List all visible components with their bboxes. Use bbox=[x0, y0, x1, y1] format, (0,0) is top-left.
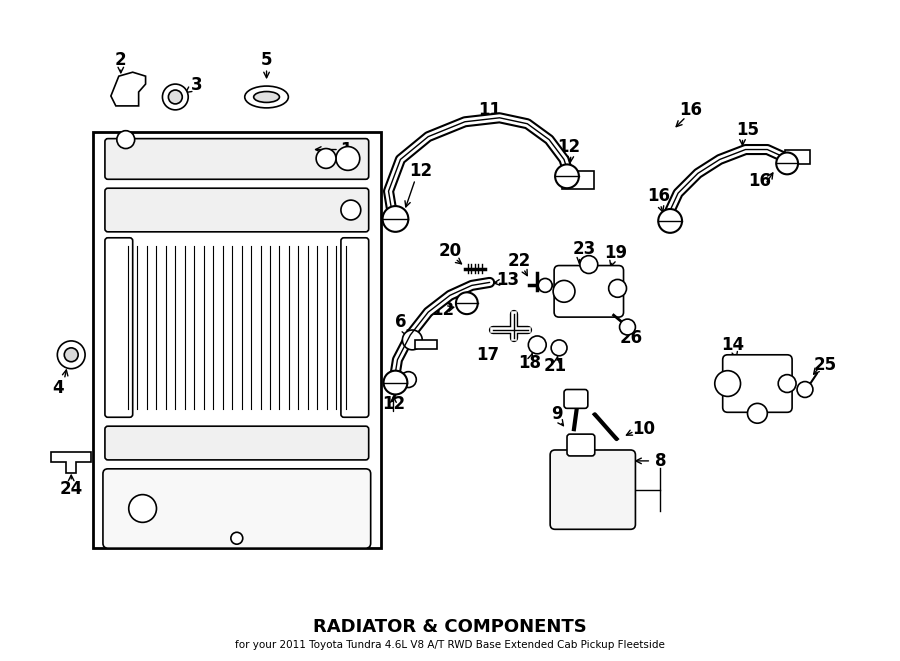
Circle shape bbox=[58, 341, 86, 369]
Text: 21: 21 bbox=[544, 357, 567, 375]
FancyBboxPatch shape bbox=[554, 266, 624, 317]
Circle shape bbox=[168, 90, 183, 104]
FancyBboxPatch shape bbox=[723, 355, 792, 412]
Text: 3: 3 bbox=[192, 76, 203, 94]
Text: 16: 16 bbox=[748, 173, 771, 190]
FancyBboxPatch shape bbox=[105, 139, 369, 179]
Circle shape bbox=[551, 340, 567, 356]
Circle shape bbox=[400, 371, 417, 387]
Text: 25: 25 bbox=[814, 356, 836, 373]
Text: 17: 17 bbox=[476, 346, 500, 364]
Text: 26: 26 bbox=[620, 329, 643, 347]
Text: 13: 13 bbox=[496, 272, 519, 290]
Circle shape bbox=[382, 206, 409, 232]
Circle shape bbox=[580, 256, 598, 274]
Text: 15: 15 bbox=[736, 121, 759, 139]
Circle shape bbox=[748, 403, 768, 423]
Bar bbox=[415, 340, 437, 349]
Text: RADIATOR & COMPONENTS: RADIATOR & COMPONENTS bbox=[313, 619, 587, 637]
Circle shape bbox=[776, 153, 798, 175]
Circle shape bbox=[336, 147, 360, 171]
Ellipse shape bbox=[254, 91, 279, 102]
Circle shape bbox=[341, 200, 361, 220]
Text: 8: 8 bbox=[655, 452, 667, 470]
Text: 10: 10 bbox=[632, 420, 655, 438]
Text: 22: 22 bbox=[508, 252, 531, 270]
Circle shape bbox=[555, 165, 579, 188]
Circle shape bbox=[538, 278, 552, 292]
Text: 12: 12 bbox=[557, 137, 580, 155]
Text: for your 2011 Toyota Tundra 4.6L V8 A/T RWD Base Extended Cab Pickup Fleetside: for your 2011 Toyota Tundra 4.6L V8 A/T … bbox=[235, 641, 665, 650]
Circle shape bbox=[797, 381, 813, 397]
Bar bbox=[93, 132, 381, 548]
FancyBboxPatch shape bbox=[341, 238, 369, 417]
Circle shape bbox=[383, 371, 408, 395]
Circle shape bbox=[231, 532, 243, 544]
Text: 11: 11 bbox=[478, 101, 501, 119]
Text: 5: 5 bbox=[261, 52, 273, 69]
Bar bbox=[562, 171, 594, 189]
Text: 18: 18 bbox=[518, 354, 541, 371]
FancyBboxPatch shape bbox=[103, 469, 371, 548]
Text: 16: 16 bbox=[680, 101, 703, 119]
Circle shape bbox=[528, 336, 546, 354]
Circle shape bbox=[162, 84, 188, 110]
Text: 9: 9 bbox=[552, 405, 562, 423]
Text: 6: 6 bbox=[395, 313, 406, 331]
Text: 24: 24 bbox=[59, 480, 83, 498]
Text: 1: 1 bbox=[340, 141, 352, 159]
Circle shape bbox=[608, 280, 626, 297]
Text: 20: 20 bbox=[438, 242, 462, 260]
Circle shape bbox=[64, 348, 78, 362]
FancyBboxPatch shape bbox=[567, 434, 595, 456]
Text: 19: 19 bbox=[604, 244, 627, 262]
Polygon shape bbox=[111, 72, 146, 106]
Text: 7: 7 bbox=[388, 389, 400, 407]
Bar bbox=[785, 149, 810, 165]
Ellipse shape bbox=[245, 86, 288, 108]
Circle shape bbox=[715, 371, 741, 397]
Text: 12: 12 bbox=[431, 301, 454, 319]
Polygon shape bbox=[51, 452, 91, 473]
Circle shape bbox=[658, 209, 682, 233]
FancyBboxPatch shape bbox=[564, 389, 588, 408]
Circle shape bbox=[456, 292, 478, 314]
Circle shape bbox=[554, 280, 575, 302]
Text: 23: 23 bbox=[572, 240, 596, 258]
Circle shape bbox=[316, 149, 336, 169]
Circle shape bbox=[778, 375, 796, 393]
Text: 2: 2 bbox=[115, 52, 127, 69]
FancyBboxPatch shape bbox=[550, 450, 635, 529]
FancyBboxPatch shape bbox=[105, 188, 369, 232]
Circle shape bbox=[402, 330, 422, 350]
FancyBboxPatch shape bbox=[105, 426, 369, 460]
Text: 14: 14 bbox=[721, 336, 744, 354]
FancyBboxPatch shape bbox=[105, 238, 132, 417]
Text: 16: 16 bbox=[647, 187, 670, 205]
Circle shape bbox=[117, 131, 135, 149]
Circle shape bbox=[619, 319, 635, 335]
Circle shape bbox=[129, 494, 157, 522]
Text: 12: 12 bbox=[409, 163, 432, 180]
Text: 12: 12 bbox=[382, 395, 405, 413]
Text: 4: 4 bbox=[52, 379, 64, 397]
